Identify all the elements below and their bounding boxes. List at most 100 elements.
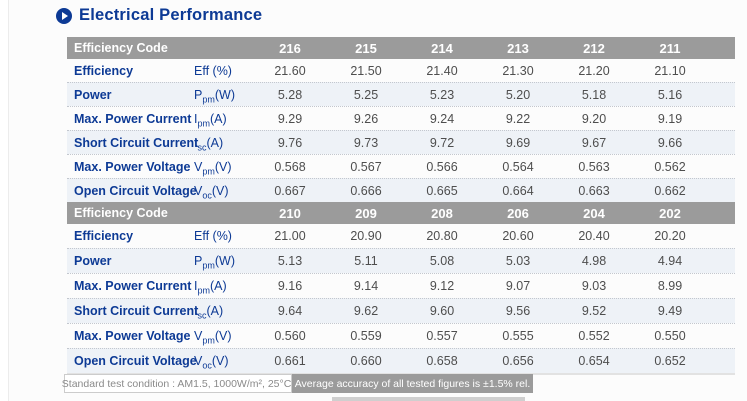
row-label: Max. Power Voltage [74,159,191,174]
value-cell: 0.557 [426,329,458,343]
code-cell: 211 [659,40,681,56]
row-unit: Isc(A) [194,135,252,152]
value-cell: 9.22 [505,111,531,126]
unit-symbol: V [194,329,203,343]
accuracy-note: Average accuracy of all tested figures i… [292,374,533,393]
value-cell: 9.72 [429,135,455,150]
unit-subscript: sc [197,142,207,152]
value-cell: 9.66 [657,135,683,150]
value-cell: 9.49 [657,304,683,318]
value-cell: 0.566 [426,159,458,174]
unit-suffix: (V) [214,159,232,174]
value-cell: 21.30 [502,63,534,78]
value-cell: 9.16 [277,279,303,293]
value-cell: 9.56 [505,304,531,318]
row-unit: Ipm(A) [194,112,252,128]
value-cell: 8.99 [657,279,683,293]
value-cell: 0.667 [274,183,306,198]
unit-suffix: (A) [206,304,224,318]
row-label: Power [74,87,112,102]
code-cell: 202 [659,205,681,221]
unit-suffix: (A) [206,135,224,150]
value-cell: 0.664 [502,183,534,198]
unit-subscript: pm [197,285,210,296]
efficiency-code-header-row: Efficiency Code 216 215 214 213 212 211 [67,37,735,59]
code-cell: 215 [355,40,377,56]
row-label: Short Circuit Current [74,135,199,150]
code-cell: 213 [507,40,529,56]
value-cell: 21.60 [274,63,306,78]
page-title: Electrical Performance [79,6,263,24]
code-cell: 206 [507,205,529,221]
unit-subscript: oc [202,360,212,371]
value-cell: 9.29 [277,111,303,126]
row-unit: Isc(A) [194,304,252,320]
unit-suffix: (W) [214,87,235,102]
table-row: Power Ppm(W) 5.28 5.25 5.23 5.20 5.18 5.16 [67,82,735,106]
unit-suffix: (V) [211,354,229,368]
row-label: Max. Power Voltage [74,329,191,343]
value-cell: 5.23 [429,87,455,102]
row-label: Efficiency [74,63,134,78]
value-cell: 9.73 [353,135,379,150]
value-cell: 21.10 [654,63,686,78]
row-unit: Voc(V) [194,354,252,371]
section-title: Electrical Performance [56,6,262,25]
value-cell: 5.16 [657,87,683,102]
table-row: Open Circuit Voltage Voc(V) 0.667 0.666 0.66… [67,178,735,202]
unit-symbol: V [194,354,203,368]
code-cell: 208 [431,205,453,221]
value-cell: 5.18 [581,87,607,102]
unit-subscript: pm [197,118,210,128]
value-cell: 0.661 [274,354,306,368]
row-label: Open Circuit Voltage [74,183,197,198]
value-cell: 9.62 [353,304,379,318]
value-cell: 9.69 [505,135,531,150]
unit-suffix: (V) [211,183,229,198]
value-cell: 0.665 [426,183,458,198]
value-cell: 21.20 [578,63,610,78]
code-cell: 209 [355,205,377,221]
row-label: Short Circuit Current [74,304,199,318]
value-cell: 0.562 [654,159,686,174]
value-cell: 9.03 [581,279,607,293]
value-cell: 9.76 [277,135,303,150]
table-row: Power Ppm(W) 5.13 5.11 5.08 5.03 4.98 4.94 [67,248,735,273]
value-cell: 20.40 [578,229,610,243]
table-row: Short Circuit Current Isc(A) 9.76 9.73 9.72 9… [67,130,735,154]
value-cell: 5.08 [429,254,455,268]
row-label: Max. Power Current [74,279,192,293]
value-cell: 0.559 [350,329,382,343]
value-cell: 0.567 [350,159,382,174]
value-cell: 0.660 [350,354,382,368]
value-cell: 9.12 [429,279,455,293]
code-cell: 204 [583,205,605,221]
value-cell: 9.19 [657,111,683,126]
unit-subscript: pm [202,335,215,346]
unit-symbol: I [194,135,198,150]
unit-symbol: P [194,87,203,102]
row-unit: Vpm(V) [194,329,252,346]
value-cell: 0.550 [654,329,686,343]
efficiency-code-label: Efficiency Code [74,206,168,220]
table-row: Max. Power Voltage Vpm(V) 0.568 0.567 0.566 0… [67,154,735,178]
unit-subscript: pm [202,260,215,271]
unit-symbol: P [194,254,203,268]
row-unit: Ipm(A) [194,279,252,296]
value-cell: 0.563 [578,159,610,174]
test-condition-note: Standard test condition : AM1.5, 1000W/m… [62,374,294,393]
row-label: Power [74,254,112,268]
row-unit: Eff (%) [194,64,252,78]
table-row: Max. Power Current Ipm(A) 9.29 9.26 9.24 9.22… [67,106,735,130]
value-cell: 9.64 [277,304,303,318]
play-bullet-icon [56,7,72,24]
efficiency-code-label: Efficiency Code [74,41,168,55]
value-cell: 21.50 [350,63,382,78]
unit-suffix: (W) [214,254,235,268]
value-cell: 0.555 [502,329,534,343]
row-label: Efficiency [74,229,134,243]
value-cell: 9.14 [353,279,379,293]
unit-subscript: oc [202,190,212,200]
value-cell: 0.658 [426,354,458,368]
